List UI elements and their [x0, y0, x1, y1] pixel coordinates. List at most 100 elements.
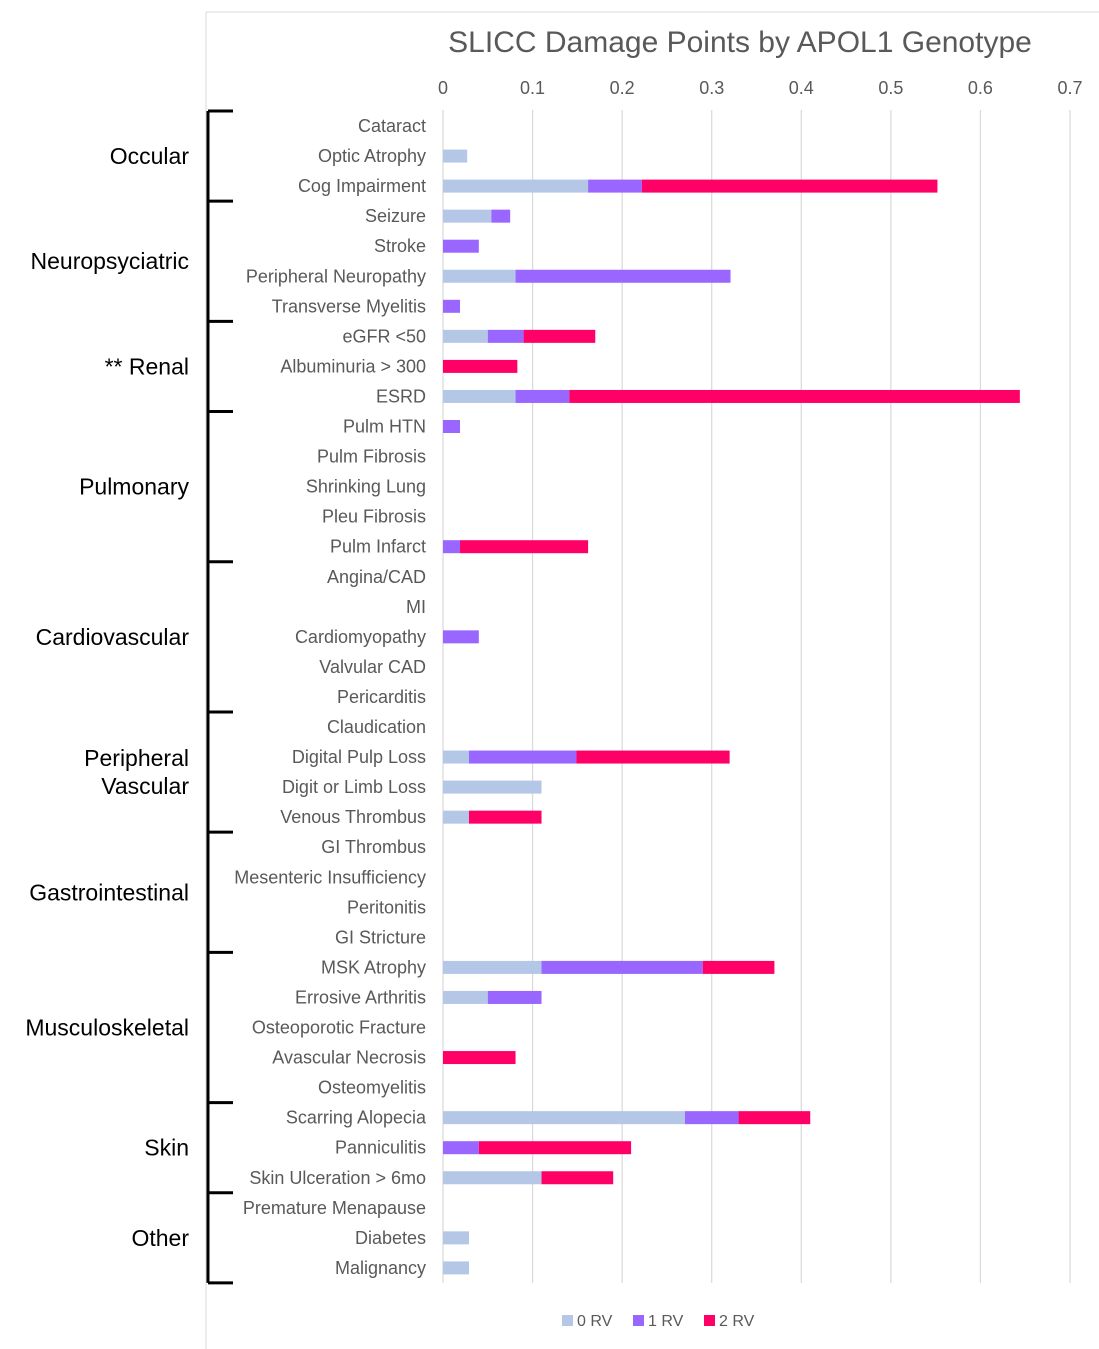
bar-segment: [443, 750, 469, 764]
bar-segment: [443, 209, 492, 223]
bar-segment: [541, 960, 703, 974]
category-label: Peripheral Neuropathy: [246, 266, 426, 286]
category-label: Scarring Alopecia: [286, 1108, 427, 1128]
bar-segment: [443, 810, 469, 824]
legend-swatch: [704, 1315, 715, 1326]
category-label: Errosive Arthritis: [295, 987, 426, 1007]
category-label: GI Thrombus: [321, 837, 426, 857]
group-label: Peripheral: [84, 745, 189, 771]
category-label: MSK Atrophy: [321, 957, 426, 977]
x-tick-label: 0.4: [789, 78, 814, 98]
category-label: Pulm Fibrosis: [317, 447, 426, 467]
category-label: Digital Pulp Loss: [292, 747, 426, 767]
bar-segment: [443, 780, 542, 794]
bar-segment: [702, 960, 775, 974]
bar-segment: [443, 179, 589, 193]
category-label: Angina/CAD: [327, 567, 426, 587]
bar-segment: [487, 990, 542, 1004]
category-label: Transverse Myelitis: [272, 296, 426, 316]
category-label: Premature Menapause: [243, 1198, 426, 1218]
category-label: Seizure: [365, 206, 426, 226]
category-label: Skin Ulceration > 6mo: [249, 1168, 426, 1188]
bar-segment: [443, 329, 488, 343]
bar-segment: [487, 329, 524, 343]
bar-segment: [569, 389, 1020, 403]
category-label: Stroke: [374, 236, 426, 256]
bar-segment: [460, 540, 589, 554]
bar-segment: [443, 269, 516, 283]
bar-segment: [478, 1141, 632, 1155]
group-label: ** Renal: [105, 353, 189, 379]
bar-segment: [541, 1171, 614, 1185]
category-label: Pulm HTN: [343, 417, 426, 437]
bar-segment: [491, 209, 511, 223]
x-tick-label: 0.5: [878, 78, 903, 98]
chart-title: SLICC Damage Points by APOL1 Genotype: [448, 26, 1032, 59]
category-label: Albuminuria > 300: [280, 356, 426, 376]
bar-segment: [443, 149, 468, 163]
x-tick-label: 0.6: [968, 78, 993, 98]
category-labels: Cataract Optic Atrophy Cog Impairment Seizu…: [234, 116, 427, 1278]
x-tick-label: 0.3: [699, 78, 724, 98]
category-label: Osteoporotic Fracture: [252, 1018, 426, 1038]
category-label: Cataract: [358, 116, 426, 136]
category-label: Digit or Limb Loss: [282, 777, 426, 797]
group-label: Pulmonary: [79, 474, 189, 500]
gridlines: [442, 110, 1071, 1283]
category-label: Avascular Necrosis: [272, 1048, 426, 1068]
legend-label: 2 RV: [719, 1313, 755, 1330]
bar-segment: [443, 540, 461, 554]
category-label: Cog Impairment: [298, 176, 426, 196]
bar-segment: [468, 750, 577, 764]
category-label: Valvular CAD: [319, 657, 426, 677]
bar-segment: [443, 1111, 685, 1125]
bar-segment: [443, 1171, 542, 1185]
category-label: Pulm Infarct: [330, 537, 426, 557]
category-label: Panniculitis: [335, 1138, 426, 1158]
bar-segment: [468, 810, 542, 824]
category-label: Cardiomyopathy: [295, 627, 426, 647]
group-label: Neuropsyciatric: [31, 248, 190, 274]
category-label: Optic Atrophy: [318, 146, 426, 166]
bar-segment: [443, 630, 479, 644]
bar-segment: [443, 299, 461, 313]
category-label: Shrinking Lung: [306, 477, 426, 497]
category-label: GI Stricture: [335, 927, 426, 947]
bar-segment: [443, 1231, 469, 1245]
category-label: Claudication: [327, 717, 426, 737]
category-label: Mesenteric Insufficiency: [234, 867, 426, 887]
group-label: Cardiovascular: [36, 624, 190, 650]
category-label: Pleu Fibrosis: [322, 507, 426, 527]
category-label: MI: [406, 597, 426, 617]
category-label: Venous Thrombus: [280, 807, 426, 827]
bar-segment: [684, 1111, 739, 1125]
bar-segment: [443, 420, 461, 433]
category-label: Peritonitis: [347, 897, 426, 917]
bar-segment: [738, 1111, 811, 1125]
bar-segment: [443, 239, 479, 253]
bar-segment: [515, 389, 570, 403]
category-label: ESRD: [376, 386, 426, 406]
bar-segment: [523, 329, 596, 343]
bar-segment: [443, 990, 488, 1004]
category-label: Malignancy: [335, 1258, 426, 1278]
bar-segment: [576, 750, 730, 764]
category-label: Osteomyelitis: [318, 1078, 426, 1098]
group-label: Occular: [110, 143, 190, 169]
group-label: Other: [131, 1225, 189, 1251]
bar-segment: [515, 269, 731, 283]
bar-segment: [443, 359, 518, 373]
legend-label: 0 RV: [577, 1313, 613, 1330]
category-label: Pericarditis: [337, 687, 426, 707]
group-label: Skin: [144, 1135, 189, 1161]
legend-swatch: [562, 1315, 573, 1326]
x-tick-label: 0: [438, 78, 448, 98]
bar-segment: [443, 1141, 479, 1155]
group-label: Vascular: [101, 773, 189, 799]
x-tick-label: 0.1: [520, 78, 545, 98]
legend-label: 1 RV: [648, 1313, 684, 1330]
group-label: Gastrointestinal: [29, 879, 189, 905]
bar-segment: [443, 389, 516, 403]
legend-swatch: [633, 1315, 644, 1326]
